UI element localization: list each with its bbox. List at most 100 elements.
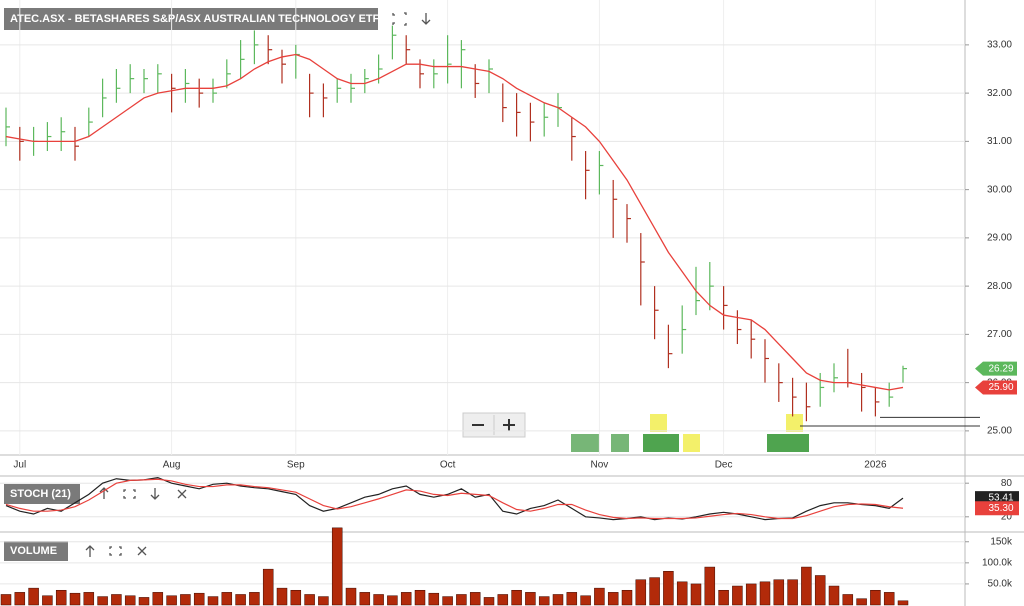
volume-bar <box>111 594 122 606</box>
toolbar-icons[interactable] <box>85 12 431 557</box>
volume-bar <box>511 589 522 606</box>
y-tick-label: 32.00 <box>987 88 1012 99</box>
x-tick-label: Oct <box>440 460 456 471</box>
volume-bar <box>456 594 467 606</box>
volume-bar <box>55 589 67 606</box>
volume-bar <box>883 592 895 606</box>
volume-bar <box>525 592 536 606</box>
y-tick-label: 50.0k <box>988 579 1013 590</box>
volume-bar <box>566 592 578 606</box>
volume-bar <box>787 579 798 606</box>
volume-bar <box>704 566 716 606</box>
x-tick-label: Dec <box>715 460 733 471</box>
title-box <box>4 484 80 504</box>
volume-bar <box>235 594 246 606</box>
volume-bar <box>152 592 164 606</box>
value-tag-label: 35.30 <box>988 503 1013 514</box>
volume-bar <box>856 598 867 606</box>
volume-bar <box>414 589 426 606</box>
volume-bar <box>814 575 826 606</box>
volume-bar <box>483 597 495 606</box>
volume-bar <box>773 579 785 606</box>
y-tick-label: 25.00 <box>987 426 1012 437</box>
volume-bar <box>166 595 177 606</box>
volume-bar <box>331 527 343 606</box>
volume-bar <box>400 592 412 606</box>
volume-bar <box>552 594 564 606</box>
note-marker[interactable] <box>683 434 700 452</box>
event-marker[interactable] <box>767 434 809 452</box>
moving-average <box>5 53 904 391</box>
volume-bar <box>318 596 329 606</box>
title-box <box>4 541 68 561</box>
volume-bar <box>649 577 660 606</box>
volume-bar <box>621 589 633 606</box>
volume-bar <box>359 592 371 606</box>
volume-bar <box>580 595 591 606</box>
volume-bar <box>607 592 619 606</box>
value-tag-label: 25.90 <box>988 382 1013 393</box>
y-tick-label: 29.00 <box>987 233 1012 244</box>
volume-bar <box>897 600 909 606</box>
volume-bar <box>745 583 757 606</box>
volume-bar <box>497 594 509 606</box>
volume-bar <box>538 596 550 606</box>
volume-bar <box>0 594 12 606</box>
value-tag <box>975 361 1017 376</box>
x-tick-label: Aug <box>163 460 181 471</box>
volume-bar <box>180 594 191 606</box>
y-tick-label: 28.00 <box>987 281 1012 292</box>
x-tick-label: Sep <box>287 460 305 471</box>
volume-bar <box>732 585 743 606</box>
event-markers[interactable] <box>571 414 809 452</box>
y-tick-label: 100.0k <box>982 557 1013 568</box>
volume-bar <box>124 595 136 606</box>
volume-bar <box>14 592 26 606</box>
volume-bar <box>718 589 729 606</box>
event-marker[interactable] <box>643 434 679 452</box>
zoom-controls[interactable] <box>462 412 526 438</box>
x-tick-label: Nov <box>591 460 609 471</box>
volume-bar <box>428 592 440 606</box>
volume-bar <box>663 571 674 606</box>
stoch-line <box>5 478 904 520</box>
note-marker[interactable] <box>786 414 803 432</box>
title-box <box>4 8 378 30</box>
zoom-in[interactable] <box>503 419 515 431</box>
y-tick-label: 80 <box>1001 478 1013 489</box>
volume-bar <box>442 596 453 606</box>
volume-bar <box>635 579 647 606</box>
panel-title: VOLUME <box>10 545 57 557</box>
note-marker[interactable] <box>650 414 667 432</box>
y-tick-label: 27.00 <box>987 329 1012 340</box>
x-tick-label: 2026 <box>864 460 887 471</box>
event-marker[interactable] <box>571 434 599 452</box>
stoch-line <box>5 476 904 521</box>
volume-bar <box>801 566 812 606</box>
event-marker[interactable] <box>611 434 629 452</box>
volume-bar <box>28 587 39 606</box>
volume-bar <box>373 594 384 606</box>
y-tick-label: 30.00 <box>987 184 1012 195</box>
y-tick-label: 33.00 <box>987 40 1012 51</box>
volume-bar <box>842 594 854 606</box>
volume-bar <box>759 581 771 606</box>
value-tag <box>975 380 1017 395</box>
chart-title: ATEC.ASX - BETASHARES S&P/ASX AUSTRALIAN… <box>10 13 380 25</box>
volume-bar <box>304 594 315 606</box>
volume-bar <box>207 596 219 606</box>
volume-bar <box>138 597 150 606</box>
volume-bar <box>870 589 881 606</box>
x-tick-label: Jul <box>13 460 26 471</box>
volume-bar <box>690 583 702 606</box>
volume-bar <box>97 596 108 606</box>
volume-bar <box>42 595 53 606</box>
volume-bar <box>249 592 260 606</box>
volume-bar <box>676 581 688 606</box>
volume-bar <box>262 568 274 606</box>
value-tag-label: 53.41 <box>988 493 1013 504</box>
volume-bar <box>387 595 398 606</box>
volume-bar <box>345 587 357 606</box>
